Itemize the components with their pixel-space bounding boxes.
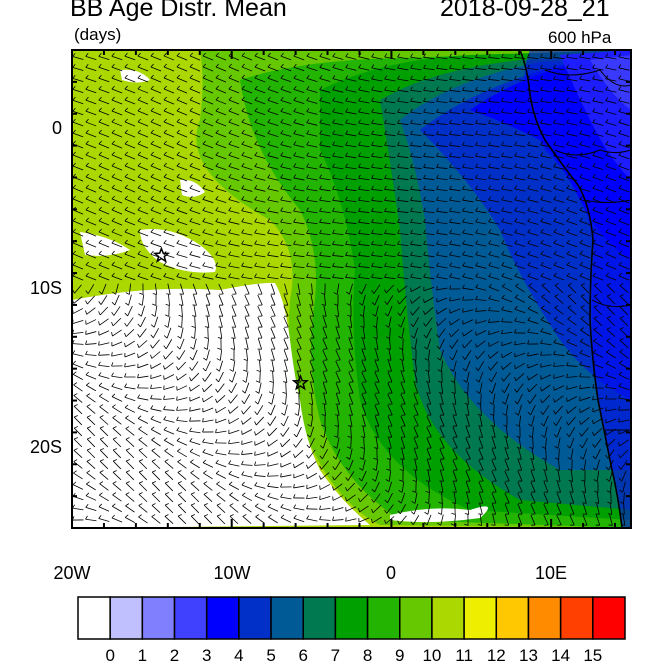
colorbar-swatch	[238, 596, 272, 640]
colorbar-label: 3	[201, 646, 212, 665]
colorbar-swatch	[334, 596, 369, 640]
map-title: BB Age Distr. Mean	[70, 0, 287, 22]
ascension-island-star	[152, 246, 171, 263]
colorbar-swatch	[463, 596, 498, 640]
colorbar-swatch	[270, 596, 304, 640]
colorbar-swatch	[302, 596, 337, 640]
colorbar-label: 14	[551, 646, 571, 665]
coastline	[519, 50, 631, 528]
lon-label-0: 0	[385, 563, 396, 583]
colorbar-label: 13	[519, 646, 538, 665]
lat-label-20s: 20S	[29, 437, 62, 457]
colorbar-label: 11	[455, 646, 473, 665]
st-helena-star	[291, 373, 310, 391]
colorbar-label: 10	[422, 646, 442, 665]
colorbar-swatch	[527, 596, 562, 640]
colorbar-swatch	[109, 596, 144, 640]
colorbar-swatch	[173, 596, 208, 640]
pressure-level-label: 600 hPa	[548, 28, 612, 47]
colorbar-label: 12	[486, 646, 506, 665]
lat-label-0: 0	[51, 118, 62, 138]
lon-label-20w: 20W	[53, 563, 91, 583]
lat-label-10s: 10S	[29, 278, 62, 298]
colorbar-swatch	[366, 596, 401, 640]
colorbar-swatch	[592, 596, 626, 640]
colorbar-swatch	[559, 596, 594, 640]
lon-label-10w: 10W	[213, 563, 251, 583]
station-markers	[152, 246, 310, 391]
colorbar-swatch	[431, 596, 465, 640]
colorbar-label: 8	[362, 646, 373, 665]
colorbar-swatch	[495, 596, 530, 640]
colorbar-swatch	[77, 596, 111, 640]
wind-barbs	[72, 52, 630, 526]
axis-ticks	[71, 49, 631, 529]
map-frame	[71, 49, 632, 529]
colorbar-label: 6	[298, 646, 308, 665]
colorbar-label: 4	[234, 646, 244, 665]
colorbar-label: 5	[266, 646, 276, 665]
colorbar	[77, 596, 626, 640]
colorbar-label: 9	[395, 646, 405, 665]
colorbar-swatch	[141, 596, 176, 640]
datetime-label: 2018-09-28_21	[440, 0, 610, 22]
colorbar-label: 2	[169, 646, 180, 665]
colorbar-swatch	[399, 596, 433, 640]
colorbar-label: 0	[105, 646, 115, 665]
colorbar-swatch	[205, 596, 240, 640]
lon-label-10e: 10E	[534, 563, 568, 583]
colorbar-label: 15	[583, 646, 603, 665]
colorbar-label: 7	[330, 646, 341, 665]
units-label: (days)	[74, 25, 122, 44]
colorbar-label: 1	[137, 646, 148, 665]
